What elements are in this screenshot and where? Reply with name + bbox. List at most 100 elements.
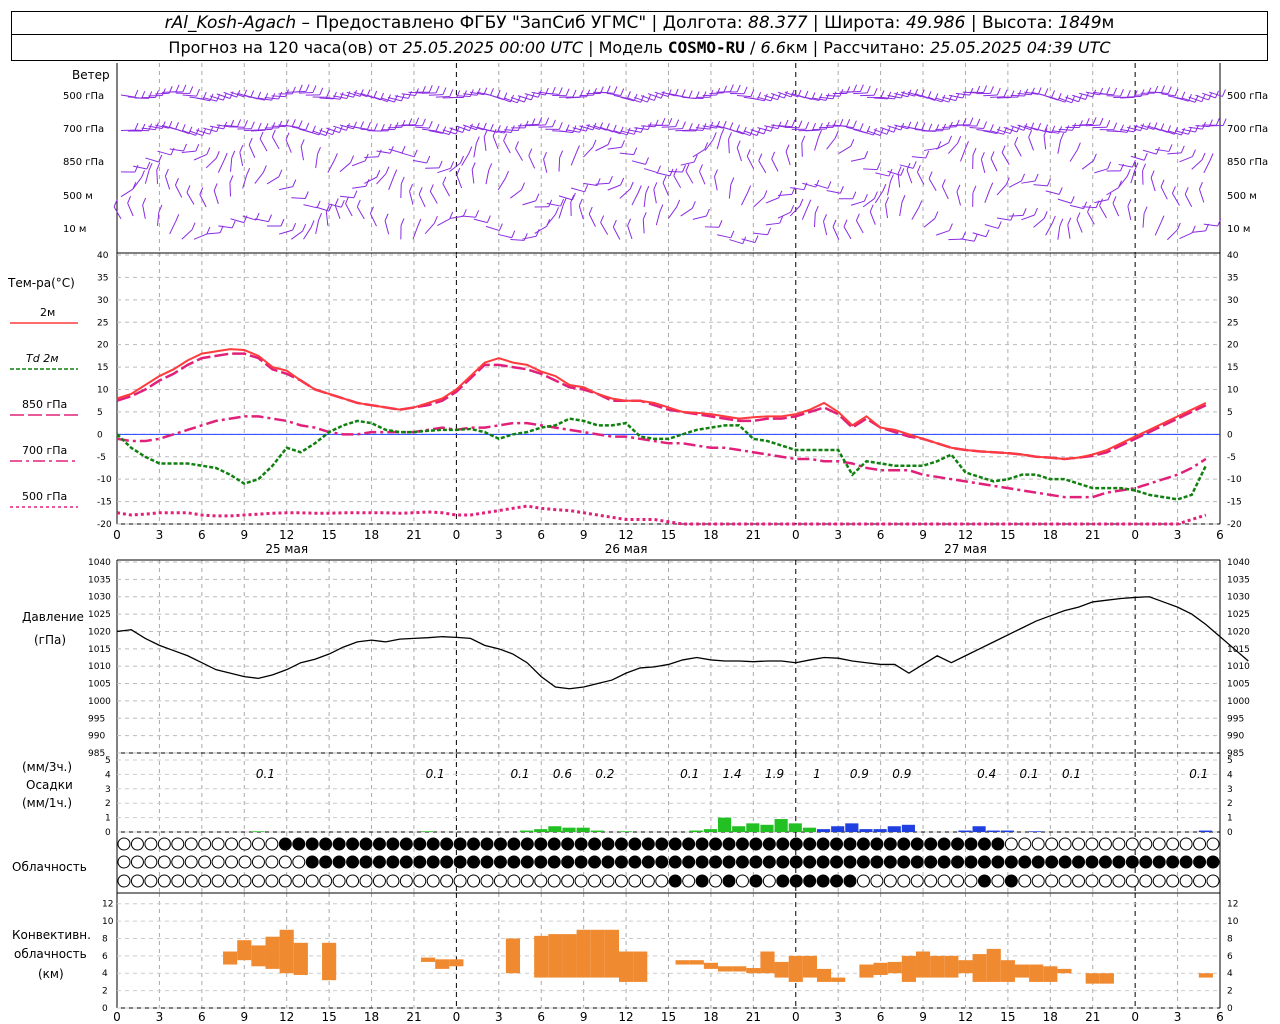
- wind-barb: [716, 135, 722, 150]
- wind-barb-flag: [380, 92, 384, 101]
- wind-barb: [339, 124, 354, 130]
- wind-barb-flag: [401, 145, 406, 154]
- wind-barb: [492, 135, 499, 150]
- cloud-symbol: [534, 855, 548, 869]
- precip-total-label: 1.9: [765, 767, 784, 781]
- temp-ytick-left: -10: [97, 475, 112, 485]
- pressure-ytick-right: 1000: [1227, 697, 1250, 707]
- wind-barb: [899, 164, 914, 169]
- wind-barb-flag: [961, 231, 966, 240]
- wind-barb-flag: [990, 86, 994, 94]
- wind-barb-flag: [570, 194, 575, 203]
- wind-barb-flag: [576, 145, 580, 153]
- wind-barb: [325, 211, 329, 226]
- wind-barb: [764, 95, 778, 101]
- wind-barb-flag: [496, 90, 501, 98]
- wind-barb: [692, 215, 707, 220]
- wind-barb-flag: [866, 125, 871, 134]
- cloud-symbol: [144, 874, 158, 888]
- wind-barb-flag: [154, 122, 159, 130]
- wind-barb-flag: [859, 84, 864, 92]
- wind-barb-flag: [1051, 215, 1056, 224]
- wind-barb-flag: [280, 218, 285, 227]
- precip-total-label: 0.1: [426, 767, 445, 781]
- wind-barb: [923, 218, 936, 228]
- wind-barb: [785, 151, 791, 166]
- cloud-symbol: [803, 837, 817, 851]
- conv-cloud-bar: [859, 964, 874, 978]
- wind-barb-flag: [866, 85, 871, 94]
- wind-barb-flag: [839, 186, 844, 194]
- cloud-symbol: [332, 874, 346, 888]
- wind-barb: [777, 193, 792, 196]
- precip-solid-bar: [901, 824, 915, 832]
- wind-barb: [887, 94, 902, 99]
- cloud-symbol: [964, 874, 978, 888]
- cloud-symbol: [319, 837, 333, 851]
- conv-cloud-bar: [619, 951, 634, 982]
- wind-barb: [595, 144, 609, 152]
- wind-barb-flag: [161, 121, 166, 129]
- cloud-symbol: [157, 855, 171, 869]
- wind-barb: [381, 128, 396, 131]
- wind-barb: [155, 92, 170, 95]
- wind-barb-flag: [511, 230, 516, 238]
- cloud-symbol: [1018, 837, 1032, 851]
- wind-barb: [802, 182, 816, 188]
- wind-barb: [1172, 193, 1180, 206]
- wind-barb-flag: [1010, 90, 1015, 98]
- wind-level-label-left: 500 гПа: [63, 91, 104, 102]
- cloud-symbol: [440, 874, 454, 888]
- wind-barb-flag: [1028, 130, 1033, 138]
- wind-barb: [510, 238, 525, 241]
- wind-barb: [1017, 124, 1031, 131]
- wind-barb-flag: [134, 89, 139, 98]
- wind-barb: [1191, 159, 1203, 170]
- wind-barb-flag: [195, 128, 200, 136]
- wind-barb-flag: [588, 206, 593, 215]
- wind-barb-flag: [688, 90, 693, 98]
- wind-barb-flag: [600, 215, 605, 223]
- wind-barb-flag: [832, 91, 837, 99]
- wind-barb-flag: [730, 177, 735, 185]
- cloud-symbol: [1045, 874, 1059, 888]
- wind-barb-flag: [250, 90, 255, 98]
- wind-barb-flag: [175, 122, 179, 130]
- wind-barb-flag: [691, 201, 696, 209]
- conv-x-tick-label: 15: [661, 1010, 676, 1024]
- wind-barb: [1069, 149, 1078, 162]
- wind-barb: [869, 211, 876, 225]
- wind-barb: [326, 97, 341, 100]
- conv-ytick-left: 8: [102, 934, 108, 944]
- wind-level-label-right: 10 м: [1227, 224, 1250, 235]
- wind-barb-flag: [246, 167, 251, 176]
- wind-barb: [579, 94, 594, 97]
- wind-barb: [266, 176, 280, 185]
- wind-barb: [627, 97, 641, 103]
- conv-cloud-bar: [548, 934, 563, 978]
- cloud-symbol: [278, 874, 292, 888]
- cloud-symbol: [359, 837, 373, 851]
- wind-barb: [424, 222, 435, 234]
- cloud-symbol: [426, 837, 440, 851]
- wind-barb: [736, 147, 742, 162]
- wind-barb: [1081, 160, 1094, 170]
- precip-ytick-left: 1: [105, 814, 111, 824]
- wind-barb: [531, 124, 546, 127]
- wind-barb: [333, 95, 348, 99]
- cloud-symbol: [386, 874, 400, 888]
- cloud-symbol: [735, 837, 749, 851]
- wind-barb-flag: [681, 89, 686, 97]
- cloud-symbol: [991, 855, 1005, 869]
- wind-barb-flag: [1140, 123, 1145, 131]
- wind-barb-flag: [1106, 120, 1111, 128]
- wind-barb-flag: [475, 136, 480, 144]
- cloud-symbol: [319, 874, 333, 888]
- wind-barb: [303, 227, 312, 240]
- wind-barb-flag: [471, 162, 476, 170]
- wind-barb-flag: [989, 182, 994, 190]
- wind-barb: [1198, 189, 1205, 203]
- wind-barb: [155, 124, 169, 129]
- cloud-symbol: [614, 874, 628, 888]
- precip-liquid-bar: [534, 829, 548, 832]
